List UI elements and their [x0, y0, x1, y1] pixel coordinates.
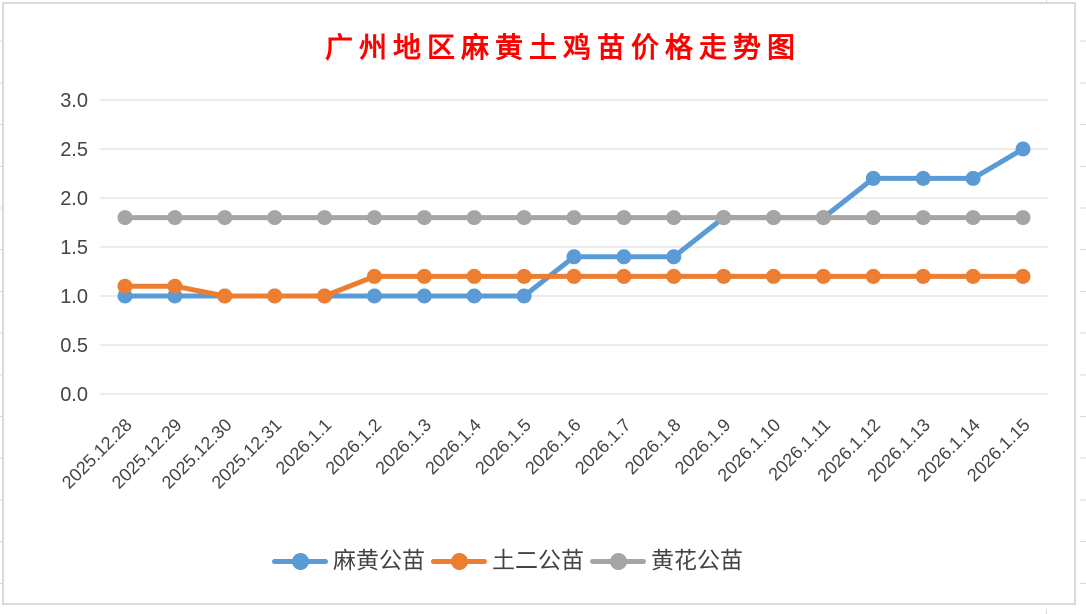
data-point-marker-2	[815, 268, 831, 284]
data-point-marker-3	[516, 210, 532, 226]
data-point-marker-3	[766, 210, 782, 226]
worksheet-column-stub-bottom	[1046, 609, 1047, 614]
y-tick-label: 1.5	[60, 237, 88, 259]
data-point-marker-2	[766, 268, 782, 284]
data-point-marker-2	[566, 268, 582, 284]
line-marker-icon	[590, 548, 646, 574]
data-point-marker-2	[416, 268, 432, 284]
data-point-marker-2	[516, 268, 532, 284]
data-point-marker-2	[267, 288, 283, 304]
data-point-marker-1	[366, 288, 382, 304]
worksheet-gridline-stub-right	[1080, 0, 1086, 614]
data-point-marker-1	[865, 170, 881, 186]
data-point-marker-1	[616, 249, 632, 265]
data-point-marker-3	[965, 210, 981, 226]
y-tick-label: 1.0	[60, 286, 88, 308]
data-point-marker-3	[616, 210, 632, 226]
data-point-marker-3	[865, 210, 881, 226]
data-point-marker-1	[466, 288, 482, 304]
legend-label: 黄花公苗	[651, 548, 743, 573]
data-point-marker-2	[117, 278, 133, 294]
data-point-marker-2	[466, 268, 482, 284]
line-marker-icon	[272, 548, 328, 574]
data-point-marker-2	[865, 268, 881, 284]
data-point-marker-3	[666, 210, 682, 226]
data-point-marker-2	[317, 288, 333, 304]
data-point-marker-3	[366, 210, 382, 226]
data-point-marker-2	[167, 278, 183, 294]
y-tick-label: 0.5	[60, 335, 88, 357]
y-tick-label: 2.0	[60, 188, 88, 210]
worksheet-gridline-stub-left	[0, 0, 3, 614]
y-tick-label: 0.0	[60, 384, 88, 406]
data-point-marker-2	[217, 288, 233, 304]
data-point-marker-1	[516, 288, 532, 304]
data-point-marker-2	[965, 268, 981, 284]
data-point-marker-2	[1015, 268, 1031, 284]
data-point-marker-2	[616, 268, 632, 284]
data-point-marker-3	[267, 210, 283, 226]
data-point-marker-3	[167, 210, 183, 226]
data-point-marker-1	[965, 170, 981, 186]
legend-item-3[interactable]: 黄花公苗	[590, 548, 743, 574]
data-point-marker-1	[566, 249, 582, 265]
data-point-marker-3	[466, 210, 482, 226]
data-point-marker-3	[716, 210, 732, 226]
y-tick-label: 3.0	[60, 90, 88, 112]
data-point-marker-3	[815, 210, 831, 226]
data-point-marker-2	[915, 268, 931, 284]
data-point-marker-2	[366, 268, 382, 284]
legend: 麻黄公苗 土二公苗 黄花公苗	[272, 548, 743, 574]
legend-item-1[interactable]: 麻黄公苗	[272, 548, 425, 574]
line-marker-icon	[431, 548, 487, 574]
legend-item-2[interactable]: 土二公苗	[431, 548, 584, 574]
data-point-marker-3	[915, 210, 931, 226]
data-point-marker-3	[217, 210, 233, 226]
data-point-marker-1	[416, 288, 432, 304]
legend-label: 麻黄公苗	[333, 548, 425, 573]
data-point-marker-1	[915, 170, 931, 186]
data-point-marker-1	[1015, 141, 1031, 157]
data-point-marker-3	[117, 210, 133, 226]
worksheet-column-stub-top	[1046, 0, 1047, 3]
data-point-marker-3	[566, 210, 582, 226]
y-tick-label: 2.5	[60, 139, 88, 161]
data-point-marker-2	[666, 268, 682, 284]
chart-frame	[2, 2, 1076, 605]
data-point-marker-3	[1015, 210, 1031, 226]
data-point-marker-1	[666, 249, 682, 265]
data-point-marker-2	[716, 268, 732, 284]
legend-label: 土二公苗	[492, 548, 584, 573]
data-point-marker-3	[317, 210, 333, 226]
data-point-marker-3	[416, 210, 432, 226]
chart-title: 广州地区麻黄土鸡苗价格走势图	[324, 33, 802, 64]
